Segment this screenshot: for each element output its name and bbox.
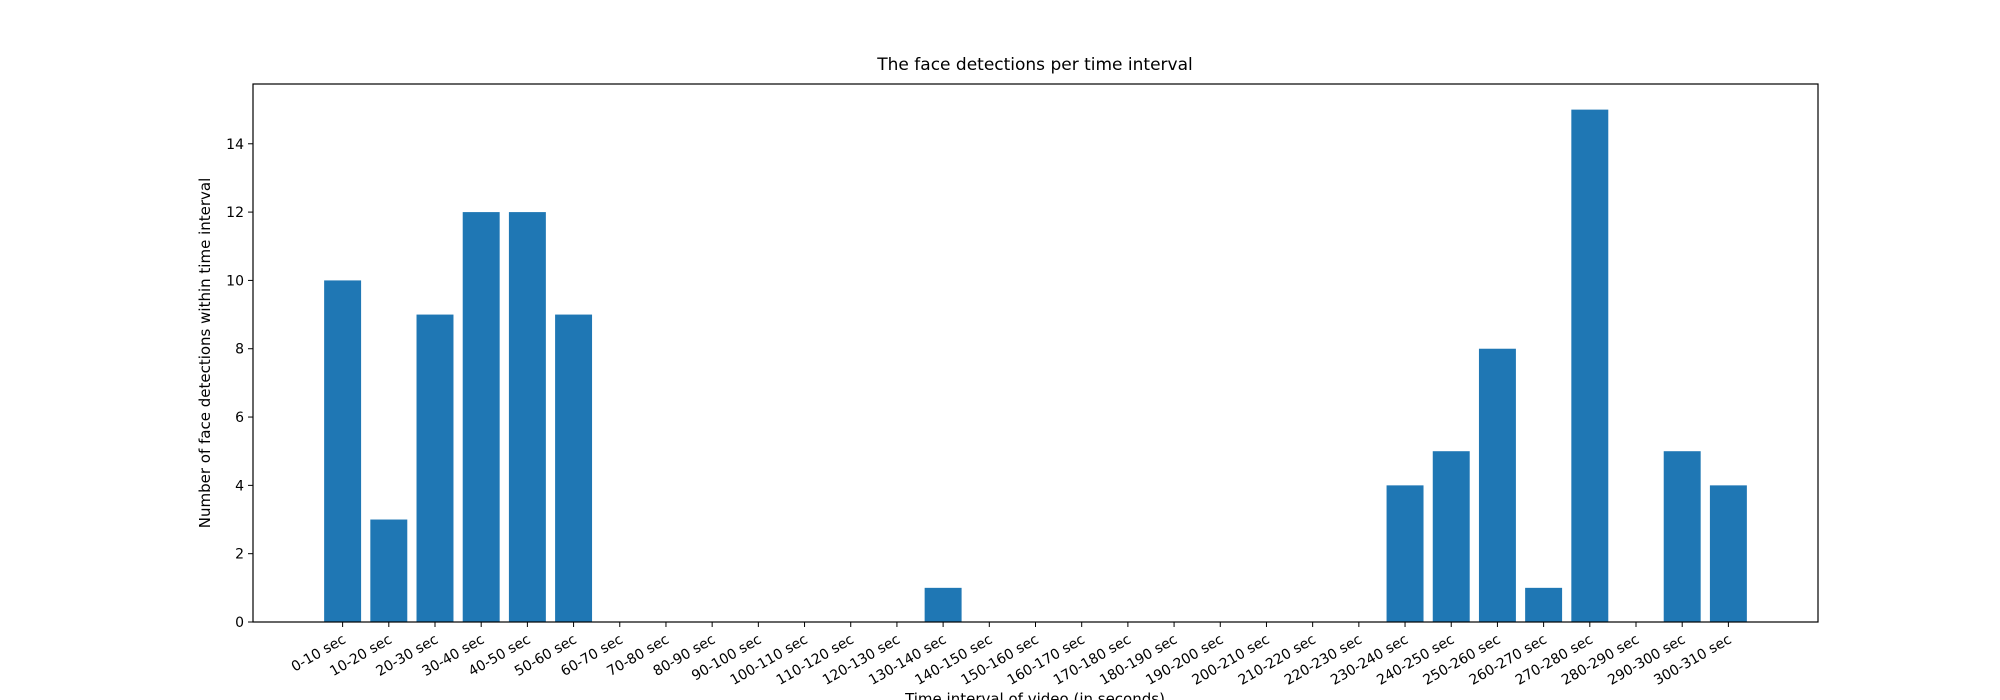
y-tick-label: 4 [235,478,244,494]
bar [1525,587,1563,622]
bar [1709,485,1747,622]
bar [1386,485,1424,622]
y-tick-label: 6 [235,410,244,426]
bar [508,212,546,622]
y-tick-label: 2 [235,547,244,563]
y-tick-label: 8 [235,342,244,358]
y-tick-label: 0 [235,615,244,631]
y-tick-label: 10 [226,273,244,289]
bar [1432,451,1470,622]
bar [924,587,962,622]
bar [462,212,500,622]
y-tick-label: 14 [226,137,244,153]
y-tick-label: 12 [226,205,244,221]
x-axis-label: Time interval of video (in seconds) [904,690,1165,700]
bar [555,314,593,622]
chart-title: The face detections per time interval [876,55,1192,75]
bar [1478,348,1516,622]
y-axis-label: Number of face detections within time in… [196,178,214,529]
bar [1663,451,1701,622]
bar [1571,109,1609,623]
plot-frame [252,83,1819,623]
bar [324,280,362,622]
bar [370,519,408,622]
bar [416,314,454,622]
